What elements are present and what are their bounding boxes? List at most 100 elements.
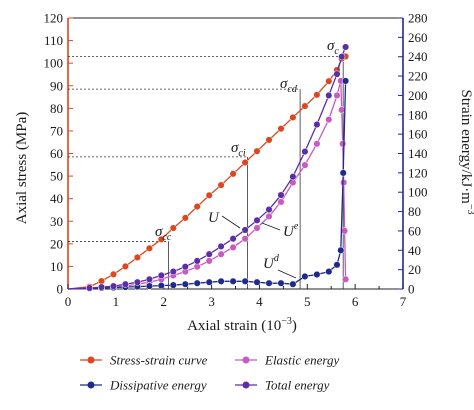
x-axis-title: Axial strain (10−3) (187, 316, 297, 334)
data-point-2 (265, 279, 273, 287)
data-point-2 (325, 268, 333, 276)
data-point-2 (313, 270, 321, 279)
data-point-0 (289, 113, 297, 121)
data-point-1 (253, 224, 261, 232)
data-point-3 (289, 173, 297, 181)
data-point-0 (313, 91, 321, 99)
data-point-0 (181, 214, 189, 222)
data-point-2 (205, 278, 213, 286)
data-point-1 (339, 140, 347, 148)
data-point-0 (205, 191, 213, 199)
data-point-1 (301, 161, 309, 169)
y-axis-right-title-main: Strain energy/kJ·m (458, 90, 474, 205)
data-point-0 (229, 170, 237, 178)
annotation-symbol: σ (155, 224, 163, 240)
y-left-tick-label: 60 (50, 146, 63, 161)
data-point-0 (217, 181, 225, 189)
legend-label-2: Dissipative energy (109, 378, 207, 393)
data-point-3 (325, 91, 333, 99)
x-tick-label: 3 (208, 294, 215, 309)
arrow-U (221, 215, 241, 229)
data-point-0 (193, 203, 201, 211)
legend-marker-3 (242, 381, 250, 389)
data-point-3 (109, 282, 118, 290)
y-right-tick-label: 120 (408, 165, 428, 180)
legend: Stress-strain curve Elastic energy Dissipa… (80, 353, 339, 393)
annotation-sigma-cc: σcc (155, 224, 172, 243)
annotation-sigma-cd: σcd (280, 76, 298, 95)
data-point-3 (241, 226, 249, 234)
data-point-3 (342, 43, 350, 51)
data-point-3 (217, 242, 225, 250)
data-point-2 (342, 77, 350, 85)
data-point-3 (85, 284, 94, 292)
x-tick-label: 0 (65, 294, 72, 309)
data-point-2 (217, 277, 225, 285)
annotation-sigma-ci: σci (231, 140, 246, 159)
x-tick-label: 6 (352, 294, 359, 309)
data-point-0 (145, 244, 153, 252)
legend-label-3: Total energy (265, 378, 330, 393)
legend-marker-1 (242, 356, 250, 364)
data-point-3 (301, 148, 309, 156)
y-left-tick-label: 50 (50, 169, 63, 184)
annotation-sigma-c: σc (327, 38, 339, 57)
y-right-tick-label: 100 (408, 185, 428, 200)
y-right-tick-label: 160 (408, 127, 428, 142)
data-point-2 (169, 281, 177, 289)
legend-marker-0 (87, 356, 95, 364)
y-left-tick-label: 110 (44, 33, 63, 48)
data-point-3 (229, 235, 237, 243)
x-tick-label: 4 (256, 294, 263, 309)
data-point-3 (193, 257, 201, 265)
annotation-superscript: e (294, 221, 299, 232)
data-point-0 (277, 125, 285, 133)
x-axis-title-main: Axial strain (10 (187, 318, 281, 334)
y-axis-left-title: Axial stress (MPa) (14, 112, 30, 225)
y-right-tick-label: 20 (408, 262, 421, 277)
data-point-0 (241, 158, 249, 167)
data-point-1 (338, 106, 346, 114)
data-point-2 (229, 277, 237, 285)
x-tick-label: 5 (304, 294, 311, 309)
data-point-2 (253, 278, 261, 286)
y-left-tick-label: 30 (50, 214, 63, 229)
arrow-Ue (261, 222, 281, 231)
y-axis-right-title: Strain energy/kJ·m−3 (458, 90, 474, 215)
data-point-3 (145, 275, 153, 283)
data-point-0 (325, 77, 333, 85)
y-left-tick-label: 10 (50, 259, 63, 274)
annotation-symbol: σ (280, 76, 288, 92)
data-point-3 (313, 120, 321, 129)
annotation-subscript: c (334, 46, 339, 57)
data-point-0 (97, 277, 106, 285)
data-point-0 (109, 270, 118, 278)
data-point-3 (157, 271, 165, 279)
y-left-tick-label: 20 (50, 236, 63, 251)
y-left-tick-label: 90 (50, 78, 63, 93)
data-point-3 (338, 53, 346, 61)
data-point-2 (193, 279, 201, 287)
legend-label-1: Elastic energy (264, 353, 339, 368)
annotation-symbol: U (263, 256, 275, 272)
data-point-3 (133, 278, 141, 286)
y-right-tick-label: 260 (408, 30, 428, 45)
x-tick-label: 7 (400, 294, 407, 309)
y-right-tick-label: 140 (408, 146, 428, 161)
data-point-1 (333, 91, 341, 99)
y-left-tick-label: 70 (50, 123, 63, 138)
y-left-tick-label: 80 (50, 101, 63, 116)
annotation-Ue: Ue (283, 221, 299, 240)
legend-marker-2 (87, 381, 95, 389)
data-point-1 (229, 243, 237, 251)
y-right-tick-label: 60 (408, 223, 421, 238)
y-right-tick-label: 80 (408, 204, 421, 219)
data-point-1 (340, 178, 348, 187)
data-point-2 (157, 282, 165, 290)
annotation-Ud: Ud (263, 253, 280, 272)
annotation-subscript: cd (287, 84, 297, 95)
data-point-2 (181, 280, 189, 288)
annotation-symbol: U (208, 210, 220, 226)
data-point-3 (205, 250, 213, 258)
